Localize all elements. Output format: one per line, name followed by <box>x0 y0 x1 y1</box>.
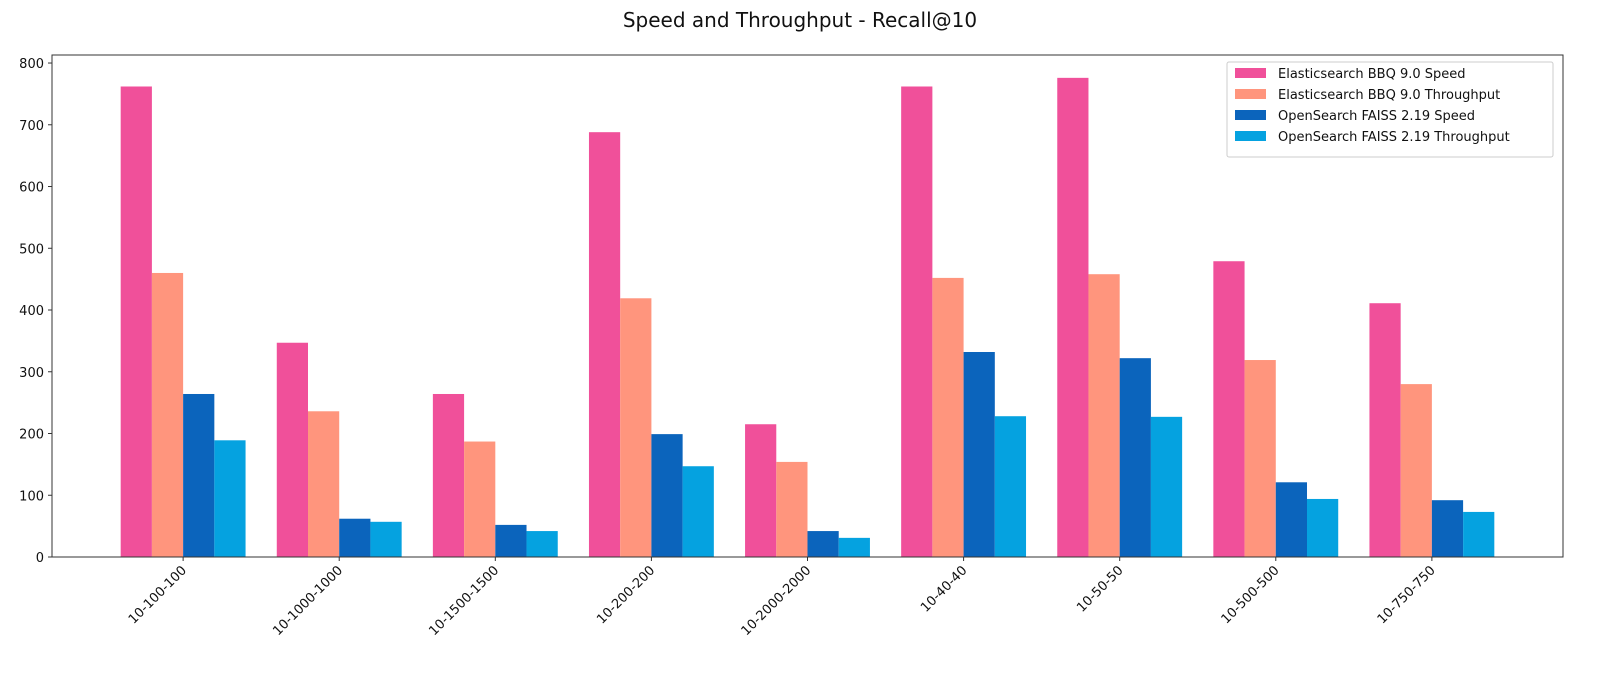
y-tick-label: 500 <box>19 242 44 257</box>
bar <box>151 272 184 557</box>
legend-box <box>1226 61 1554 158</box>
bar <box>432 393 465 557</box>
y-tick-label: 800 <box>19 57 44 72</box>
bar <box>838 537 870 557</box>
bar <box>963 352 995 557</box>
plot-frame <box>51 54 1564 558</box>
bar <box>1463 511 1495 557</box>
bar <box>1307 498 1339 557</box>
x-tick-label: 10-1000-1000 <box>270 563 346 639</box>
y-tick-label: 200 <box>19 428 44 443</box>
legend-label: Elasticsearch BBQ 9.0 Speed <box>1278 67 1466 82</box>
y-tick-label: 300 <box>19 366 44 381</box>
bar <box>1369 303 1401 557</box>
bar <box>495 524 527 557</box>
bar <box>307 411 340 557</box>
legend-swatch <box>1235 89 1266 99</box>
bar <box>807 531 839 557</box>
bar <box>1275 482 1308 557</box>
x-tick-label: 10-40-40 <box>918 563 970 615</box>
bar <box>464 441 496 557</box>
x-tick-label: 10-50-50 <box>1074 563 1126 615</box>
legend-swatch <box>1235 131 1266 141</box>
bar <box>776 461 808 557</box>
y-tick-label: 100 <box>19 489 44 504</box>
chart-title: Speed and Throughput - Recall@10 <box>623 8 977 32</box>
y-tick-label: 700 <box>19 119 44 134</box>
bar <box>1244 360 1276 557</box>
legend-swatch <box>1235 68 1266 78</box>
bar <box>994 416 1027 557</box>
bar <box>1150 416 1183 557</box>
x-tick-label: 10-2000-2000 <box>739 563 815 639</box>
x-tick-label: 10-750-750 <box>1375 563 1439 627</box>
bar <box>932 277 964 557</box>
bar <box>1400 384 1432 557</box>
legend: Elasticsearch BBQ 9.0 Speed Elasticsearch… <box>1226 61 1554 158</box>
bar <box>901 86 933 557</box>
bar <box>1431 500 1464 557</box>
bar <box>1119 358 1151 557</box>
legend-label: Elasticsearch BBQ 9.0 Throughput <box>1278 88 1500 103</box>
bar <box>214 440 246 557</box>
bar <box>682 466 714 557</box>
bar <box>1088 274 1120 557</box>
bar <box>651 434 683 557</box>
y-tick-label: 600 <box>19 181 44 196</box>
x-tick-label: 10-1500-1500 <box>426 563 502 639</box>
y-tick-label: 400 <box>19 304 44 319</box>
bar <box>339 518 371 557</box>
bar <box>370 521 402 557</box>
bar <box>183 393 215 557</box>
x-tick-label: 10-100-100 <box>126 563 190 627</box>
legend-label: OpenSearch FAISS 2.19 Throughput <box>1278 130 1510 145</box>
bar <box>620 298 652 557</box>
bar <box>1057 77 1089 557</box>
bar <box>526 531 558 557</box>
x-tick-label: 10-200-200 <box>594 563 658 627</box>
bar <box>1213 261 1245 557</box>
x-tick-label: 10-500-500 <box>1219 563 1283 627</box>
bar <box>276 342 308 557</box>
legend-label: OpenSearch FAISS 2.19 Speed <box>1278 109 1475 124</box>
bar <box>745 424 777 557</box>
bar <box>120 86 152 557</box>
legend-swatch <box>1235 110 1266 120</box>
bar <box>588 132 621 557</box>
y-tick-label: 0 <box>36 551 44 566</box>
